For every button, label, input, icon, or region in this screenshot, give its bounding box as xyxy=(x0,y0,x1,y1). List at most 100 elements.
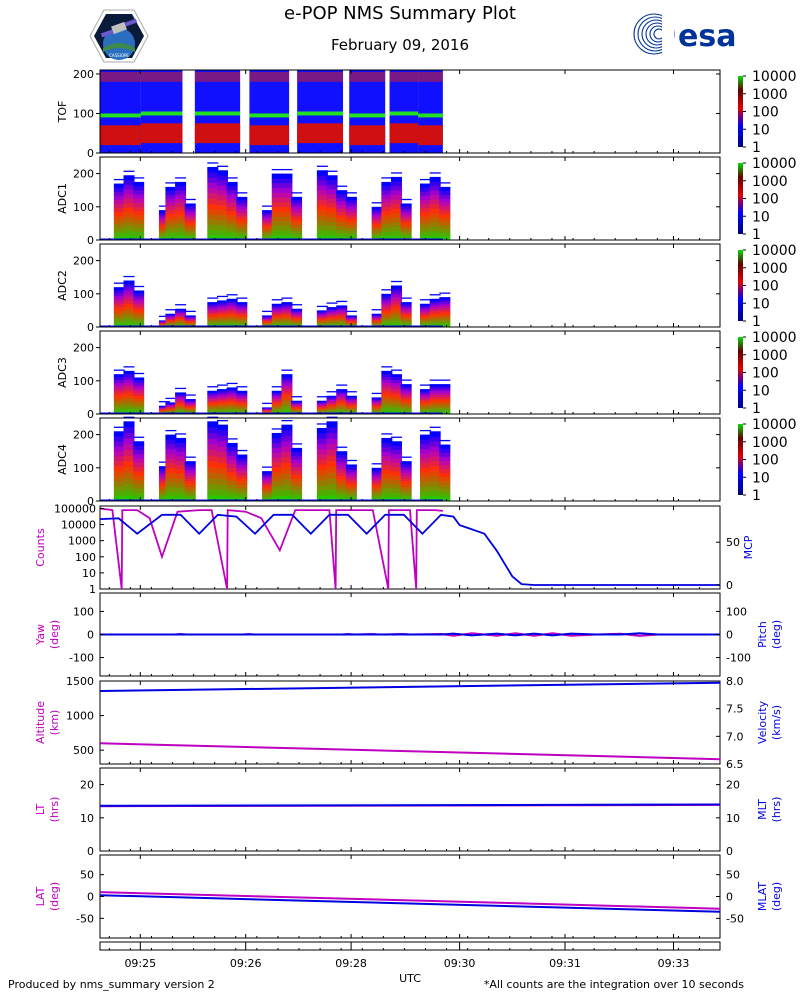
hist-bin xyxy=(420,390,432,393)
hist-bin xyxy=(439,409,451,413)
y-tick-label: 1500 xyxy=(66,675,94,688)
hist-bin xyxy=(271,394,283,397)
hist-bin xyxy=(123,392,135,396)
hist-bin xyxy=(165,472,177,478)
x-tick-label: 09:33 xyxy=(658,957,690,970)
tof-band xyxy=(100,125,141,146)
hist-bin xyxy=(236,405,248,408)
hist-bin xyxy=(236,467,248,472)
hist-bin xyxy=(113,203,125,209)
hist-bin xyxy=(123,421,135,428)
hist-bin xyxy=(336,305,348,308)
tof-top-band xyxy=(418,71,443,82)
y-tick-label: 1000 xyxy=(66,710,94,723)
hist-bin xyxy=(184,321,196,323)
hist-bin xyxy=(439,236,451,241)
hist-bin xyxy=(262,492,274,495)
hist-bin xyxy=(371,322,383,324)
hist-bin xyxy=(262,409,274,411)
hist-bin xyxy=(123,383,135,387)
hist-bin xyxy=(400,318,412,321)
panel-adc2 xyxy=(100,275,451,328)
hist-bin xyxy=(175,393,187,396)
hist-bin xyxy=(429,481,441,487)
hist-bin xyxy=(165,213,177,218)
hist-bin xyxy=(336,232,348,237)
hist-bin xyxy=(400,466,412,470)
hist-bin xyxy=(175,202,187,208)
hist-bin xyxy=(400,234,412,238)
colorbar-label: 10000 xyxy=(752,417,797,433)
panel-frame xyxy=(99,243,721,328)
hist-bin xyxy=(381,442,393,448)
hist-bin xyxy=(113,431,125,437)
hist-bin xyxy=(316,408,328,410)
hist-bin xyxy=(391,230,403,236)
hist-bin xyxy=(345,469,357,473)
y-axis-label: TOF xyxy=(56,101,69,124)
hist-bin xyxy=(326,311,338,314)
hist-bin xyxy=(175,319,187,321)
hist-bin xyxy=(133,385,145,389)
y-tick-label: 100 xyxy=(73,375,94,388)
hist-bin xyxy=(133,462,145,468)
hist-bin xyxy=(281,479,293,485)
hist-bin xyxy=(123,404,135,409)
hist-bin xyxy=(391,388,403,392)
hist-bin xyxy=(371,403,383,405)
hist-bin xyxy=(175,491,187,497)
hist-bin xyxy=(207,323,219,326)
hist-bin xyxy=(336,390,348,393)
hist-bin xyxy=(371,223,383,227)
hist-bin xyxy=(133,403,145,407)
panel-frame xyxy=(99,69,721,154)
hist-bin xyxy=(381,377,393,381)
hist-bin xyxy=(165,408,177,410)
hist-bin xyxy=(281,312,293,315)
hist-bin xyxy=(291,199,303,204)
hist-bin xyxy=(271,397,283,400)
hist-bin xyxy=(158,406,170,408)
hist-bin xyxy=(226,316,238,320)
left-axis-label: Altitude xyxy=(34,701,47,744)
hist-bin xyxy=(316,318,328,321)
hist-bin xyxy=(371,405,383,408)
hist-bin xyxy=(207,495,219,502)
hist-bin xyxy=(291,218,303,222)
hist-bin xyxy=(420,396,432,399)
hist-bin xyxy=(345,464,357,468)
hist-bin xyxy=(207,394,219,397)
hist-bin xyxy=(236,390,248,393)
hist-bin xyxy=(400,469,412,473)
hist-bin xyxy=(226,467,238,473)
hist-bin xyxy=(216,210,228,216)
hist-bin xyxy=(207,309,219,312)
hist-bin xyxy=(420,408,432,411)
hist-bin xyxy=(123,212,135,218)
hist-bin xyxy=(236,484,248,489)
hist-bin xyxy=(271,197,283,203)
hist-bin xyxy=(184,219,196,223)
hist-bin xyxy=(336,472,348,477)
y-tick-label: 0 xyxy=(726,845,733,858)
hist-bin xyxy=(236,310,248,314)
hist-bin xyxy=(429,390,441,393)
hist-bin xyxy=(281,323,293,326)
hist-bin xyxy=(316,459,328,465)
hist-bin xyxy=(439,228,451,233)
counts-axis-label: Counts xyxy=(34,528,47,567)
hist-bin xyxy=(291,320,303,323)
hist-bin xyxy=(262,233,274,237)
hist-bin xyxy=(391,379,403,383)
hist-bin xyxy=(439,396,451,400)
hist-bin xyxy=(226,215,238,220)
hist-bin xyxy=(216,300,228,303)
hist-bin xyxy=(391,203,403,209)
hist-bin xyxy=(345,398,357,400)
hist-bin xyxy=(236,312,248,315)
hist-bin xyxy=(226,223,238,228)
hist-bin xyxy=(216,304,228,307)
hist-bin xyxy=(326,410,338,412)
hist-bin xyxy=(371,406,383,409)
hist-bin xyxy=(236,471,248,475)
